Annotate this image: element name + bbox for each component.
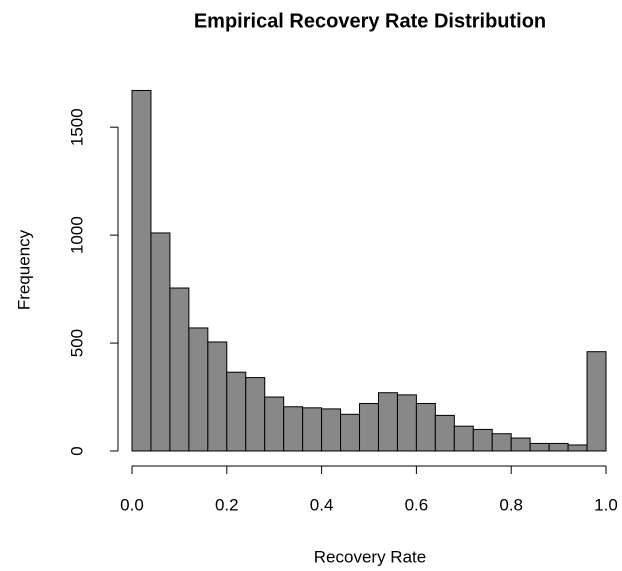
x-tick-label: 1.0 <box>594 495 618 514</box>
bar <box>396 394 417 452</box>
bar <box>321 408 342 452</box>
bar <box>491 433 512 452</box>
x-tick-label: 0.4 <box>310 495 334 514</box>
bar <box>226 371 247 452</box>
bar <box>359 403 379 452</box>
chart-title: Empirical Recovery Rate Distribution <box>194 10 546 32</box>
y-tick-label: 0 <box>67 446 86 455</box>
bar <box>207 341 228 452</box>
bar <box>529 442 550 452</box>
bar <box>169 287 190 452</box>
y-axis-label: Frequency <box>14 229 33 310</box>
bar <box>434 414 455 452</box>
bar <box>302 407 323 452</box>
bar <box>453 425 474 452</box>
bar <box>548 442 569 452</box>
y-tick-label: 500 <box>67 329 86 357</box>
bar <box>510 437 531 452</box>
x-tick-label: 0.6 <box>405 495 429 514</box>
bar <box>188 327 209 452</box>
bar <box>283 406 304 452</box>
x-tick-label: 0.2 <box>215 495 239 514</box>
bar <box>131 89 152 452</box>
bar <box>567 444 588 452</box>
bar <box>150 232 171 452</box>
bar <box>377 392 398 452</box>
y-tick-label: 1000 <box>67 216 86 254</box>
bar <box>586 351 607 452</box>
bar <box>415 403 436 452</box>
bar <box>264 396 285 452</box>
x-tick-label: 0.0 <box>120 495 144 514</box>
bar <box>340 413 361 452</box>
bar <box>472 428 493 452</box>
x-tick-label: 0.8 <box>499 495 523 514</box>
y-tick-label: 1500 <box>67 108 86 146</box>
x-axis-label: Recovery Rate <box>314 547 426 566</box>
bar <box>245 377 266 452</box>
